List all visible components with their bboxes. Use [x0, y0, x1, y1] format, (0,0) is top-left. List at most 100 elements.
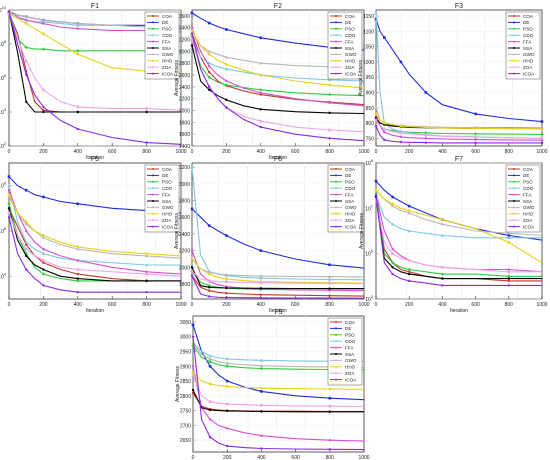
series-marker: [190, 257, 194, 261]
y-tick-label: 850: [366, 106, 375, 112]
series-marker: [225, 79, 228, 83]
series-marker: [76, 245, 80, 249]
series-line-hho: [191, 30, 365, 89]
y-tick-label: 2900: [180, 364, 191, 370]
series-marker: [208, 289, 211, 292]
series-line-pso: [192, 345, 365, 371]
series-marker: [383, 127, 386, 131]
y-axis-label: Average Fitness: [174, 212, 180, 249]
series-marker: [327, 83, 332, 87]
series-marker: [474, 112, 477, 116]
chart-panel-f2: 3600340032003000280026002400220020001800…: [174, 3, 370, 161]
series-marker: [191, 335, 195, 338]
legend-label-icoa: ICOA: [345, 224, 357, 229]
series-line-ffa: [192, 366, 365, 442]
series-marker: [328, 287, 331, 290]
series-marker: [208, 85, 211, 89]
legend-box: [327, 164, 363, 233]
x-tick-label: 800: [325, 149, 334, 155]
series-marker: [328, 387, 332, 391]
y-tick-label: 3400: [179, 26, 190, 32]
y-tick-label: 1100: [363, 29, 374, 35]
series-marker: [76, 277, 80, 280]
series-line-icoa: [375, 125, 542, 144]
series-marker: [391, 247, 394, 251]
y-tick-exponent: 6: [4, 226, 7, 231]
y-tick-label: 3000: [179, 49, 190, 55]
series-marker: [24, 45, 28, 50]
series-marker: [259, 249, 263, 252]
x-tick-label: 0: [191, 149, 194, 155]
x-tick-label: 0: [192, 455, 195, 460]
series-marker: [190, 34, 194, 39]
legend-label-ffa: FFA: [345, 345, 354, 350]
x-axis-label: Iteration: [269, 308, 287, 314]
series-marker: [224, 55, 229, 59]
legend-label-pso: PSO: [523, 27, 533, 32]
chart-panel-f1: 101010810610410202004006008001000F1Itera…: [0, 3, 187, 161]
series-marker: [399, 131, 403, 135]
x-tick-label: 200: [223, 455, 232, 460]
chart-title: F7: [455, 156, 463, 163]
series-line-pso: [375, 190, 542, 277]
series-marker: [76, 268, 80, 271]
legend-marker: [335, 168, 337, 170]
series-marker: [190, 26, 194, 29]
series-marker: [190, 207, 194, 211]
series-marker: [424, 134, 428, 137]
legend-marker: [335, 333, 337, 336]
legend-label-pso: PSO: [345, 27, 355, 32]
series-marker: [190, 38, 194, 41]
legend-marker: [335, 66, 337, 69]
y-tick-label: 2400: [179, 85, 190, 91]
series-marker: [207, 49, 211, 53]
legend-box: [327, 317, 363, 386]
series-marker: [507, 268, 510, 271]
series-marker: [327, 92, 332, 97]
series-marker: [7, 10, 11, 13]
series-marker: [440, 233, 445, 237]
series-marker: [507, 236, 511, 239]
series-marker: [207, 272, 211, 276]
y-tick-label: 104: [0, 107, 7, 116]
series-line-ssa: [191, 45, 365, 115]
series-marker: [507, 270, 511, 274]
series-marker: [208, 354, 212, 358]
series-marker: [76, 110, 80, 114]
legend-label-de: DE: [523, 173, 529, 178]
legend-box: [327, 11, 363, 80]
legend-label-ssa: SSA: [345, 352, 355, 357]
legend-label-coa: COA: [162, 167, 173, 172]
series-line-zoa: [191, 271, 365, 285]
series-marker: [208, 360, 212, 364]
series-marker: [328, 282, 331, 285]
y-tick-label: 3000: [179, 182, 190, 188]
legend-label-hho: HHO: [523, 59, 534, 64]
legend-label-coa: COA: [345, 167, 356, 172]
series-line-de: [191, 12, 365, 51]
y-tick-label: 2850: [180, 379, 191, 385]
legend-marker: [513, 53, 515, 56]
legend-marker: [152, 15, 154, 17]
series-marker: [259, 73, 263, 77]
series-marker: [208, 357, 212, 361]
y-tick-exponent: 3: [371, 294, 374, 299]
legend-label-ffa: FFA: [345, 39, 354, 44]
legend-box: [144, 164, 180, 233]
legend-marker: [335, 193, 337, 196]
series-line-ssa: [8, 11, 181, 113]
series-line-gwo: [192, 342, 365, 368]
series-marker: [259, 274, 263, 278]
legend-label-cdo: CDO: [345, 339, 356, 344]
legend-label-gwo: GWO: [345, 358, 357, 363]
series-marker: [76, 105, 80, 109]
legend-marker: [152, 72, 154, 75]
legend-marker: [335, 365, 337, 368]
legend-marker: [335, 372, 337, 375]
y-axis-label: Average Fitness: [175, 365, 181, 402]
legend-marker: [513, 47, 515, 49]
series-marker: [226, 409, 229, 413]
series-marker: [407, 267, 411, 272]
legend-label-ffa: FFA: [523, 39, 532, 44]
